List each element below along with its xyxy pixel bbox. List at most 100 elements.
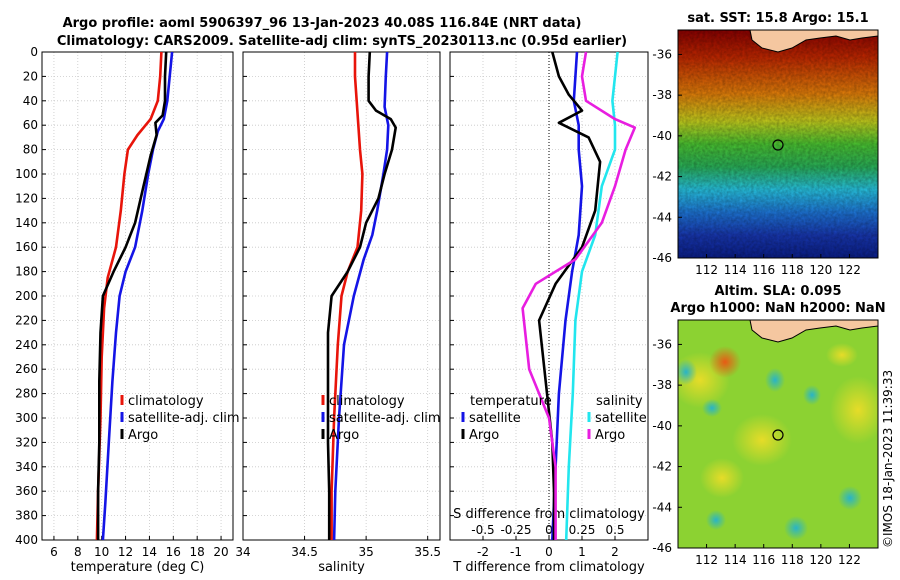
sla-map-ticks: 112 114 116 118 120 122 -36 -38 -40 -42 -44 -46: [652, 337, 860, 567]
y-tick-label: 320: [15, 435, 38, 449]
x-tick-label: 2: [611, 545, 619, 559]
y-tick-label: 180: [15, 265, 38, 279]
x-tick-label: 12: [118, 545, 133, 559]
series-line-climatology: [330, 52, 364, 540]
y-tick-label: 240: [15, 338, 38, 352]
temperature-panel: 0 20 40 60 80 100 120 140 160 180 200 220 240 260 280 3…: [15, 45, 240, 575]
legend-label: Argo: [128, 428, 158, 443]
x-tick-label: 20: [213, 545, 228, 559]
sla-anomaly: [826, 343, 858, 367]
difference-panel: -2 -1 0 1 2T difference from climatology S di…: [449, 51, 649, 575]
series-line-s-satellite: [564, 51, 619, 541]
map-x-tick-label: 116: [752, 553, 775, 567]
map-x-tick-label: 114: [724, 263, 747, 277]
map-y-tick-label: -46: [652, 541, 672, 555]
s-tick-label: 0: [545, 523, 553, 537]
map-y-tick-label: -46: [652, 251, 672, 265]
legend-label: climatology: [128, 394, 204, 409]
sla-anomaly: [830, 376, 878, 444]
sst-map-frame: [677, 29, 879, 259]
sla-anomaly: [838, 486, 862, 510]
sla-map-title-line2: Argo h1000: NaN h2000: NaN: [670, 301, 885, 316]
sst-map-title: sat. SST: 15.8 Argo: 15.1: [687, 11, 868, 26]
legend-label: temperature: [470, 394, 552, 409]
legend-label: satellite: [469, 411, 521, 426]
map-y-tick-label: -38: [652, 378, 672, 392]
series-line-argo: [326, 51, 397, 540]
x-tick-label: 14: [142, 545, 157, 559]
legend-label: Argo: [595, 428, 625, 443]
legend-label: salinity: [596, 394, 643, 409]
x-tick-label: 34.5: [291, 545, 318, 559]
x-tick-label: 16: [166, 545, 181, 559]
map-x-tick-label: 112: [695, 553, 718, 567]
s-difference-label: S difference from climatology: [453, 507, 645, 522]
sst-land-australia: [749, 30, 878, 53]
x-tick-label: 35.5: [414, 545, 441, 559]
sla-map-frame: [677, 319, 879, 549]
s-tick-label: -0.25: [500, 523, 531, 537]
sla-anomaly: [706, 510, 726, 530]
map-x-tick-label: 118: [781, 263, 804, 277]
y-tick-label: 140: [15, 216, 38, 230]
map-y-tick-label: -40: [652, 419, 672, 433]
x-tick-label: 34: [235, 545, 250, 559]
y-tick-label: 60: [23, 118, 38, 132]
legend-label: satellite: [595, 411, 647, 426]
y-tick-label: 300: [15, 411, 38, 425]
sst-float-marker: [772, 139, 784, 151]
sla-anomaly: [784, 516, 808, 540]
y-tick-label: 160: [15, 240, 38, 254]
x-tick-label: -2: [477, 545, 489, 559]
y-tick-label: 20: [23, 69, 38, 83]
sla-anomaly: [702, 399, 722, 417]
y-tick-label: 260: [15, 362, 38, 376]
sla-anomaly: [765, 368, 785, 392]
map-y-tick-label: -44: [652, 500, 672, 514]
x-tick-label: 8: [74, 545, 82, 559]
y-tick-label: 380: [15, 509, 38, 523]
sst-map-ticks: 112 114 116 118 120 122 -36 -38 -40 -42 -44 -46: [652, 47, 860, 277]
map-y-tick-label: -40: [652, 129, 672, 143]
series-line-satellite-adj-clim: [332, 51, 390, 541]
y-tick-label: 280: [15, 387, 38, 401]
x-tick-label: 10: [94, 545, 109, 559]
sst-texture: [678, 30, 878, 258]
sla-float-marker: [772, 429, 784, 441]
y-tick-label: 100: [15, 167, 38, 181]
x-tick-label: 1: [578, 545, 586, 559]
x-tick-label: 18: [190, 545, 205, 559]
map-x-tick-label: 120: [809, 263, 832, 277]
map-x-tick-label: 114: [724, 553, 747, 567]
map-y-tick-label: -42: [652, 170, 672, 184]
series-line-climatology: [95, 51, 163, 541]
series-line-satellite-adj-clim: [101, 51, 174, 541]
map-y-tick-label: -38: [652, 88, 672, 102]
map-y-tick-label: -36: [652, 47, 672, 61]
legend-label: climatology: [329, 394, 405, 409]
salinity-panel: 34 34.5 35 35.5 salinity climatology satellite…: [235, 51, 441, 575]
x-tick-label: 0: [545, 545, 553, 559]
sst-map: [678, 30, 878, 258]
y-tick-label: 220: [15, 313, 38, 327]
sla-land-australia: [749, 320, 878, 343]
y-tick-label: 200: [15, 289, 38, 303]
s-tick-label: 0.5: [605, 523, 624, 537]
figure-title-line2: Climatology: CARS2009. Satellite-adj cli…: [57, 34, 627, 49]
x-tick-label: 6: [50, 545, 58, 559]
sla-anomaly: [803, 385, 821, 405]
map-x-tick-label: 116: [752, 263, 775, 277]
y-tick-label: 400: [15, 533, 38, 547]
y-tick-label: 360: [15, 484, 38, 498]
y-tick-label: 80: [23, 143, 38, 157]
sla-map: [678, 320, 878, 548]
legend-label: Argo: [469, 428, 499, 443]
figure-title-line1: Argo profile: aoml 5906397_96 13-Jan-202…: [63, 16, 582, 31]
legend-label: satellite-adj. clim: [329, 411, 441, 426]
sla-map-title-line1: Altim. SLA: 0.095: [715, 284, 842, 299]
map-x-tick-label: 112: [695, 263, 718, 277]
map-x-tick-label: 120: [809, 553, 832, 567]
map-y-tick-label: -42: [652, 460, 672, 474]
map-x-tick-label: 122: [838, 553, 861, 567]
